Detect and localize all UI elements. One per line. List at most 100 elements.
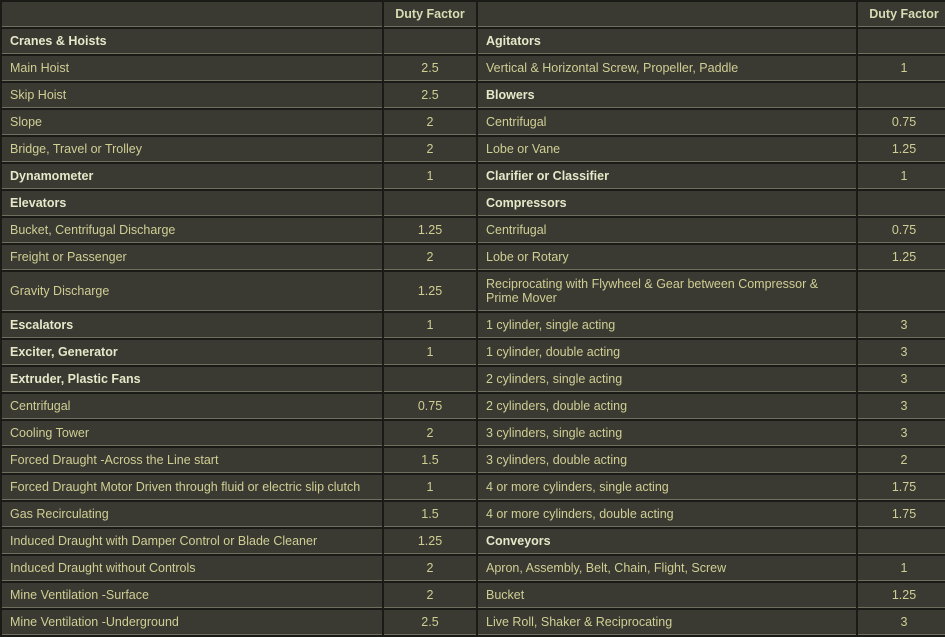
- duty-factor-value-left: 2: [384, 421, 476, 446]
- duty-factor-value-left: [384, 367, 476, 392]
- duty-factor-value-left: 1: [384, 164, 476, 189]
- table-row: Mine Ventilation -Underground2.5Live Rol…: [2, 610, 945, 635]
- duty-factor-value-left: 1: [384, 313, 476, 338]
- table-row: Forced Draught -Across the Line start1.5…: [2, 448, 945, 473]
- duty-factor-value-right: [858, 83, 945, 108]
- category-heading-left: Escalators: [2, 313, 382, 338]
- item-label-left: Forced Draught -Across the Line start: [2, 448, 382, 473]
- item-label-left: Slope: [2, 110, 382, 135]
- category-heading-left: Exciter, Generator: [2, 340, 382, 365]
- item-label-right: 3 cylinders, single acting: [478, 421, 856, 446]
- category-heading-left: Dynamometer: [2, 164, 382, 189]
- item-label-left: Mine Ventilation -Surface: [2, 583, 382, 608]
- item-label-right: 2 cylinders, single acting: [478, 367, 856, 392]
- table-row: Mine Ventilation -Surface2Bucket1.25: [2, 583, 945, 608]
- item-label-right: 4 or more cylinders, single acting: [478, 475, 856, 500]
- duty-factor-value-right: 1: [858, 556, 945, 581]
- duty-factor-value-left: 1: [384, 340, 476, 365]
- header-right-blank: [478, 2, 856, 27]
- table-row: Exciter, Generator11 cylinder, double ac…: [2, 340, 945, 365]
- duty-factor-value-right: 3: [858, 394, 945, 419]
- duty-factor-value-right: 3: [858, 313, 945, 338]
- item-label-right: 3 cylinders, double acting: [478, 448, 856, 473]
- item-label-left: Centrifugal: [2, 394, 382, 419]
- table-row: Induced Draught with Damper Control or B…: [2, 529, 945, 554]
- item-label-right: 2 cylinders, double acting: [478, 394, 856, 419]
- item-label-left: Gas Recirculating: [2, 502, 382, 527]
- duty-factor-value-left: 1: [384, 475, 476, 500]
- duty-factor-value-left: 0.75: [384, 394, 476, 419]
- duty-factor-value-right: 0.75: [858, 218, 945, 243]
- duty-factor-value-left: 2: [384, 110, 476, 135]
- item-label-right: 4 or more cylinders, double acting: [478, 502, 856, 527]
- header-row: Duty Factor Duty Factor: [2, 2, 945, 27]
- item-label-right: Live Roll, Shaker & Reciprocating: [478, 610, 856, 635]
- duty-factor-value-right: [858, 191, 945, 216]
- duty-factor-table: Duty Factor Duty Factor Cranes & HoistsA…: [0, 0, 945, 637]
- table-row: Cranes & HoistsAgitators: [2, 29, 945, 54]
- table-row: Skip Hoist2.5Blowers: [2, 83, 945, 108]
- duty-factor-value-left: 2: [384, 137, 476, 162]
- table-row: Bucket, Centrifugal Discharge1.25Centrif…: [2, 218, 945, 243]
- item-label-left: Freight or Passenger: [2, 245, 382, 270]
- table-row: Gravity Discharge1.25Reciprocating with …: [2, 272, 945, 311]
- table-row: Bridge, Travel or Trolley2Lobe or Vane1.…: [2, 137, 945, 162]
- item-label-right: Reciprocating with Flywheel & Gear betwe…: [478, 272, 856, 311]
- item-label-left: Induced Draught with Damper Control or B…: [2, 529, 382, 554]
- duty-factor-value-right: 0.75: [858, 110, 945, 135]
- item-label-left: Skip Hoist: [2, 83, 382, 108]
- item-label-left: Forced Draught Motor Driven through flui…: [2, 475, 382, 500]
- item-label-right: 1 cylinder, double acting: [478, 340, 856, 365]
- duty-factor-value-left: 1.25: [384, 218, 476, 243]
- duty-factor-value-left: 2: [384, 245, 476, 270]
- item-label-right: 1 cylinder, single acting: [478, 313, 856, 338]
- table-row: Slope2Centrifugal0.75: [2, 110, 945, 135]
- item-label-right: Apron, Assembly, Belt, Chain, Flight, Sc…: [478, 556, 856, 581]
- table-row: Elevators Compressors: [2, 191, 945, 216]
- item-label-right: Centrifugal: [478, 110, 856, 135]
- duty-factor-value-left: 2: [384, 583, 476, 608]
- duty-factor-value-right: 1.75: [858, 502, 945, 527]
- duty-factor-value-left: 1.5: [384, 502, 476, 527]
- category-heading-left: Elevators: [2, 191, 382, 216]
- duty-factor-value-right: 3: [858, 610, 945, 635]
- item-label-left: Gravity Discharge: [2, 272, 382, 311]
- item-label-left: Bridge, Travel or Trolley: [2, 137, 382, 162]
- duty-factor-value-right: 1: [858, 56, 945, 81]
- table-row: Cooling Tower23 cylinders, single acting…: [2, 421, 945, 446]
- duty-factor-value-left: 1.25: [384, 272, 476, 311]
- category-heading-right: Conveyors: [478, 529, 856, 554]
- duty-factor-value-left: 2.5: [384, 83, 476, 108]
- table-row: Gas Recirculating1.54 or more cylinders,…: [2, 502, 945, 527]
- table-row: Centrifugal0.752 cylinders, double actin…: [2, 394, 945, 419]
- duty-factor-table-wrap: Duty Factor Duty Factor Cranes & HoistsA…: [0, 0, 945, 637]
- category-heading-left: Extruder, Plastic Fans: [2, 367, 382, 392]
- duty-factor-value-right: 1.75: [858, 475, 945, 500]
- table-row: Main Hoist2.5Vertical & Horizontal Screw…: [2, 56, 945, 81]
- item-label-left: Bucket, Centrifugal Discharge: [2, 218, 382, 243]
- duty-factor-value-left: [384, 29, 476, 54]
- item-label-right: Lobe or Rotary: [478, 245, 856, 270]
- duty-factor-value-right: [858, 29, 945, 54]
- category-heading-right: Blowers: [478, 83, 856, 108]
- table-row: Dynamometer1Clarifier or Classifier1: [2, 164, 945, 189]
- header-right-duty-factor: Duty Factor: [858, 2, 945, 27]
- item-label-right: Centrifugal: [478, 218, 856, 243]
- header-left-blank: [2, 2, 382, 27]
- duty-factor-value-left: [384, 191, 476, 216]
- item-label-right: Bucket: [478, 583, 856, 608]
- duty-factor-value-right: 1: [858, 164, 945, 189]
- duty-factor-value-right: 3: [858, 421, 945, 446]
- table-row: Induced Draught without Controls2Apron, …: [2, 556, 945, 581]
- table-row: Extruder, Plastic Fans 2 cylinders, singl…: [2, 367, 945, 392]
- category-heading-left: Cranes & Hoists: [2, 29, 382, 54]
- duty-factor-value-left: 2: [384, 556, 476, 581]
- item-label-left: Mine Ventilation -Underground: [2, 610, 382, 635]
- duty-factor-value-left: 2.5: [384, 56, 476, 81]
- table-row: Escalators11 cylinder, single acting3: [2, 313, 945, 338]
- item-label-left: Induced Draught without Controls: [2, 556, 382, 581]
- category-heading-right: Compressors: [478, 191, 856, 216]
- duty-factor-value-right: [858, 272, 945, 311]
- header-left-duty-factor: Duty Factor: [384, 2, 476, 27]
- item-label-right: Vertical & Horizontal Screw, Propeller, …: [478, 56, 856, 81]
